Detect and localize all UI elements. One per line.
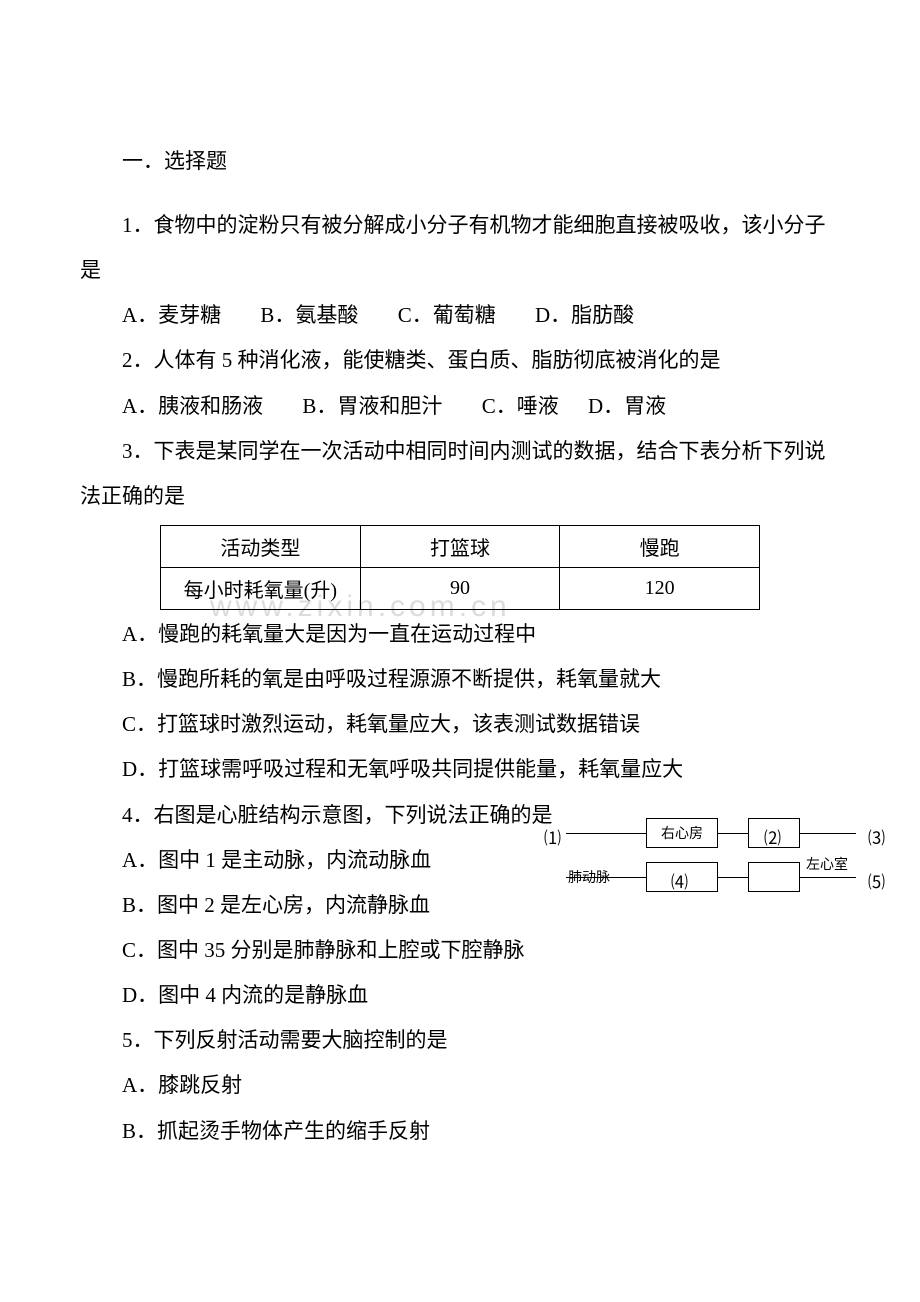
- stub-line: [800, 877, 856, 878]
- table-header-cell: 活动类型: [161, 525, 361, 567]
- q2-option-a: A．胰液和肠液: [122, 394, 263, 418]
- section-heading: 一．选择题: [80, 145, 840, 175]
- q3-stem: 3．下表是某同学在一次活动中相同时间内测试的数据，结合下表分析下列说法正确的是: [80, 429, 840, 519]
- diagram-num-1: ⑴: [544, 824, 561, 849]
- q2-stem: 2．人体有 5 种消化液，能使糖类、蛋白质、脂肪彻底被消化的是: [80, 338, 840, 383]
- q3-option-d: D．打篮球需呼吸过程和无氧呼吸共同提供能量，耗氧量应大: [80, 747, 840, 792]
- diagram-num-4: ⑷: [671, 868, 688, 893]
- stub-line: [800, 833, 856, 834]
- table-row: 活动类型 打篮球 慢跑: [161, 525, 760, 567]
- q5-option-a: A．膝跳反射: [80, 1063, 840, 1108]
- q1-option-b: B．氨基酸: [260, 303, 358, 327]
- table-cell: 90: [360, 567, 560, 609]
- diagram-num-5: ⑸: [868, 868, 885, 893]
- table-header-cell: 慢跑: [560, 525, 760, 567]
- q2-option-c: C．唾液: [482, 394, 559, 418]
- left-ventricle-box: [748, 862, 800, 892]
- diagram-num-2: ⑵: [764, 824, 781, 849]
- q4-option-d: D．图中 4 内流的是静脉血: [80, 973, 840, 1018]
- q5-option-b: B．抓起烫手物体产生的缩手反射: [80, 1109, 840, 1154]
- q1-option-c: C．葡萄糖: [398, 303, 496, 327]
- heart-diagram: 右心房 ⑴ ⑵ ⑶ ⑷ ⑸ 肺动脉 左心室: [536, 810, 896, 910]
- stub-line: [566, 833, 646, 834]
- table-cell: 120: [560, 567, 760, 609]
- q3-option-b: B．慢跑所耗的氧是由呼吸过程源源不断提供，耗氧量就大: [80, 657, 840, 702]
- q1-option-d: D．脂肪酸: [535, 303, 634, 327]
- right-atrium-label: 右心房: [661, 823, 703, 843]
- table-row: 每小时耗氧量(升) 90 120: [161, 567, 760, 609]
- q3-option-a: A．慢跑的耗氧量大是因为一直在运动过程中: [80, 612, 840, 657]
- left-ventricle-label: 左心室: [806, 854, 848, 874]
- stub-line: [718, 877, 748, 878]
- stub-line: [718, 833, 748, 834]
- q3-option-c: C．打篮球时激烈运动，耗氧量应大，该表测试数据错误: [80, 702, 840, 747]
- q2-option-b: B．胃液和胆汁: [302, 394, 442, 418]
- right-atrium-box: 右心房: [646, 818, 718, 848]
- q4-option-c: C．图中 35 分别是肺静脉和上腔或下腔静脉: [80, 928, 840, 973]
- q1-stem: 1．食物中的淀粉只有被分解成小分子有机物才能细胞直接被吸收，该小分子是: [80, 203, 840, 293]
- q5-stem: 5．下列反射活动需要大脑控制的是: [80, 1018, 840, 1063]
- q3-table: 活动类型 打篮球 慢跑 每小时耗氧量(升) 90 120: [160, 525, 760, 610]
- table-header-cell: 打篮球: [360, 525, 560, 567]
- q1-option-a: A．麦芽糖: [122, 303, 221, 327]
- document-body: 一．选择题 1．食物中的淀粉只有被分解成小分子有机物才能细胞直接被吸收，该小分子…: [80, 145, 840, 1154]
- q1-options: A．麦芽糖 B．氨基酸 C．葡萄糖 D．脂肪酸: [80, 293, 840, 338]
- table-cell: 每小时耗氧量(升): [161, 567, 361, 609]
- pulmonary-artery-label: 肺动脉: [568, 867, 610, 887]
- diagram-num-3: ⑶: [868, 824, 885, 849]
- q2-options: A．胰液和肠液 B．胃液和胆汁 C．唾液 D．胃液: [80, 384, 840, 429]
- q2-option-d: D．胃液: [588, 394, 666, 418]
